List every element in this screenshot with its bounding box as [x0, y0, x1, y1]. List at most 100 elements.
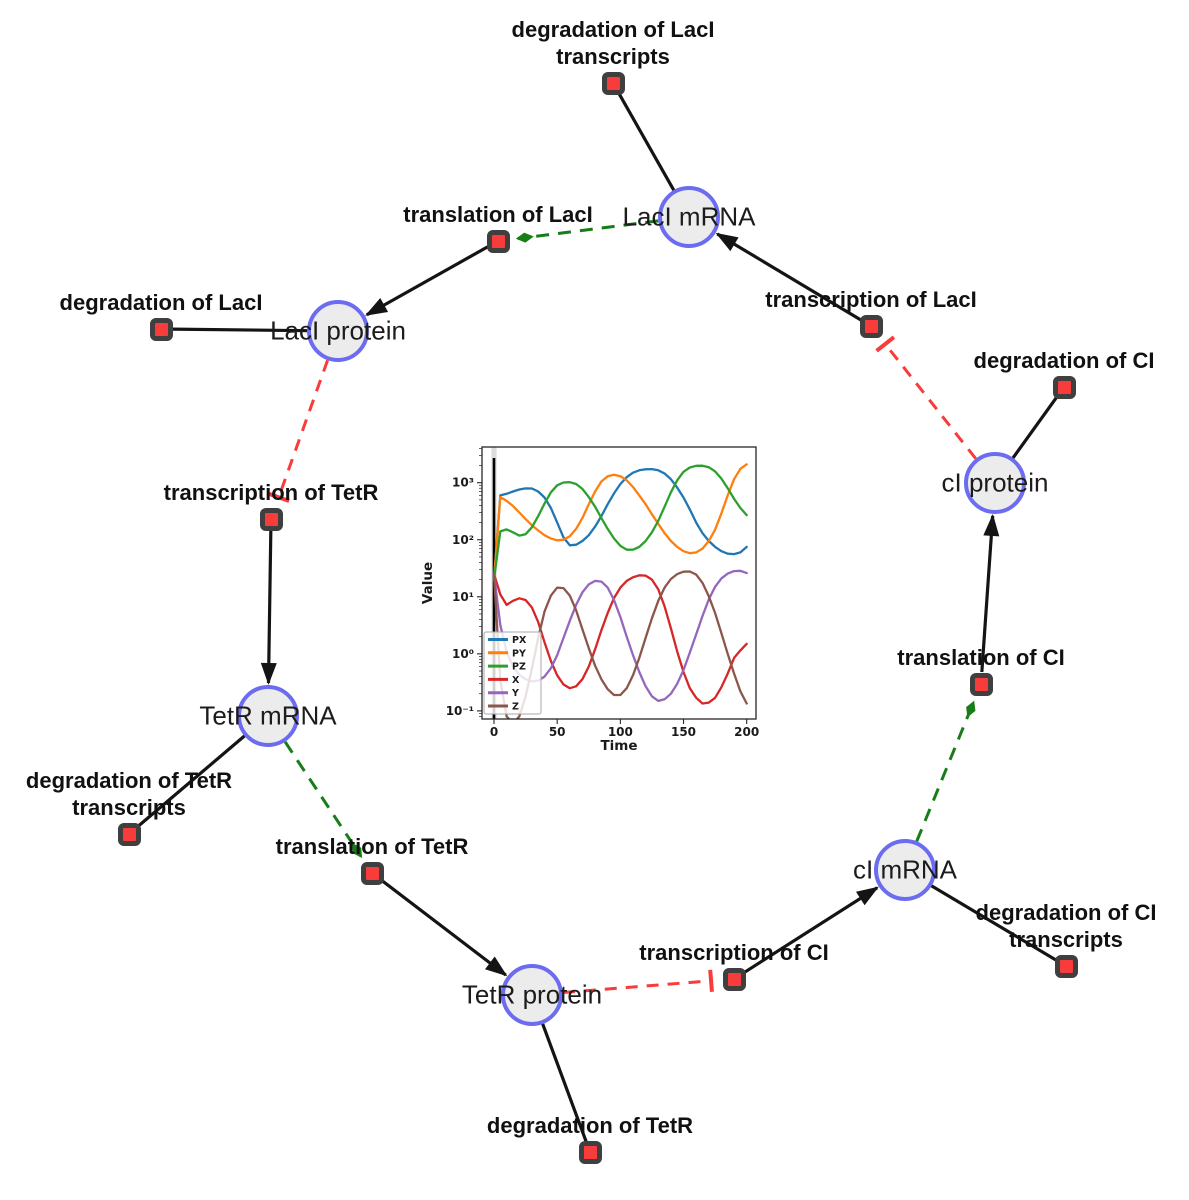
edge-modifier-tetR_mRNA-to-transl_tetR — [283, 741, 363, 858]
legend-label-PZ: PZ — [512, 662, 526, 673]
species-label-lacI_mRNA: LacI mRNA — [622, 201, 756, 232]
x-tick-label: 0 — [490, 725, 498, 739]
reaction-label-deg_cI: degradation of CI — [974, 347, 1155, 374]
reaction-label-line: translation of CI — [897, 645, 1065, 670]
reaction-label-line: degradation of LacI — [511, 17, 715, 42]
species-cI_protein[interactable] — [964, 452, 1026, 514]
reaction-label-deg_tetR_tr: degradation of TetR transcripts — [26, 767, 232, 821]
edge-inhibition-tetR_protein-to-transc_cI — [562, 969, 714, 995]
reaction-label-line: transcripts — [72, 795, 186, 820]
edge-product-transl_tetR-to-tetR_protein — [380, 879, 508, 977]
legend-label-X: X — [512, 675, 520, 686]
reaction-label-line: degradation of LacI — [59, 290, 263, 315]
y-tick-label: 10⁰ — [452, 647, 474, 661]
x-tick-label: 200 — [734, 725, 759, 739]
reaction-deg_tetR[interactable] — [578, 1140, 602, 1164]
series-line-X — [492, 572, 748, 705]
reaction-label-transc_tetR: transcription of TetR — [164, 479, 379, 506]
reaction-label-line: transcripts — [1009, 927, 1123, 952]
x-tick-label: 100 — [608, 725, 633, 739]
reaction-label-line: degradation of CI — [975, 900, 1157, 925]
legend-label-PX: PX — [512, 635, 527, 646]
reaction-label-deg_lacI_tr: degradation of LacI transcripts — [512, 16, 715, 70]
reaction-deg_lacI[interactable] — [149, 317, 173, 341]
reaction-deg_lacI_tr[interactable] — [601, 71, 625, 95]
edge-modifier-cI_mRNA-to-transl_cI — [915, 700, 976, 842]
y-axis: 10³ 10² 10¹ 10⁰ 10⁻¹ — [446, 448, 482, 718]
reaction-transl_lacI[interactable] — [486, 229, 510, 253]
reaction-label-transl_lacI: translation of LacI — [403, 201, 592, 228]
species-lacI_mRNA[interactable] — [658, 186, 720, 248]
reaction-label-transc_cI: transcription of CI — [639, 939, 828, 966]
species-cI_mRNA[interactable] — [874, 839, 936, 901]
series-line-PY — [492, 463, 748, 581]
reaction-label-line: transcripts — [556, 44, 670, 69]
reaction-label-line: transcription of LacI — [765, 287, 977, 312]
edge-product-transl_lacI-to-lacI_protein — [365, 245, 489, 317]
reaction-deg_cI[interactable] — [1052, 375, 1076, 399]
plot-frame — [481, 446, 757, 720]
species-label-tetR_mRNA: TetR mRNA — [199, 700, 337, 731]
y-tick-label: 10³ — [452, 476, 474, 490]
legend-label-Z: Z — [512, 702, 519, 713]
species-label-tetR_protein: TetR protein — [461, 979, 603, 1010]
edge-product-transc_lacI-to-lacI_mRNA — [715, 232, 862, 322]
reaction-label-transc_lacI: transcription of LacI — [765, 286, 976, 313]
edge-reactant-lacI_protein-to-deg_lacI — [171, 327, 310, 333]
reaction-label-line: transcription of TetR — [163, 480, 379, 505]
reaction-label-deg_tetR: degradation of TetR — [487, 1112, 693, 1139]
edge-inhibition-lacI_protein-to-transc_tetR — [267, 359, 330, 503]
reaction-label-line: transcription of CI — [639, 940, 829, 965]
species-tetR_mRNA[interactable] — [237, 685, 299, 747]
legend-label-Y: Y — [511, 688, 519, 699]
reaction-label-deg_lacI: degradation of LacI — [60, 289, 263, 316]
reaction-transc_cI[interactable] — [722, 967, 746, 991]
legend-label-PY: PY — [512, 648, 526, 659]
edge-reactant-cI_protein-to-deg_cI — [1010, 394, 1059, 461]
edge-inhibition-cI_protein-to-transc_lacI — [875, 335, 977, 460]
reaction-transc_tetR[interactable] — [259, 507, 283, 531]
x-axis-label: Time — [600, 738, 637, 754]
edge-reactant-tetR_mRNA-to-deg_tetR_tr — [136, 733, 247, 829]
edge-reactant-cI_mRNA-to-deg_cI_tr — [929, 883, 1058, 962]
x-tick-label: 50 — [549, 725, 566, 739]
species-label-cI_mRNA: cI mRNA — [853, 854, 957, 885]
reaction-label-line: translation of LacI — [403, 202, 593, 227]
reaction-transl_tetR[interactable] — [360, 861, 384, 885]
time-series-chart: 0 50 100 150 20010³10²10¹10⁰10⁻¹TimeValuePXP… — [420, 446, 759, 754]
edge-reactant-tetR_protein-to-deg_tetR — [540, 1021, 588, 1143]
chart-legend: PX PY PZ XYZ — [483, 631, 542, 715]
species-tetR_protein[interactable] — [501, 964, 563, 1026]
reaction-label-line: degradation of TetR — [486, 1113, 694, 1138]
y-tick-label: 10² — [452, 533, 474, 547]
reaction-label-line: degradation of CI — [973, 348, 1155, 373]
y-tick-label: 10¹ — [452, 590, 474, 604]
reaction-deg_tetR_tr[interactable] — [117, 822, 141, 846]
x-axis: 0 50 100 150 200 — [490, 719, 759, 739]
reaction-label-transl_tetR: translation of TetR — [276, 833, 469, 860]
reaction-label-line: translation of TetR — [275, 834, 469, 859]
edge-product-transc_tetR-to-tetR_mRNA — [260, 530, 277, 686]
edge-modifier-lacI_mRNA-to-transl_lacI — [515, 219, 659, 243]
edge-product-transc_cI-to-cI_mRNA — [743, 886, 879, 974]
reaction-label-line: degradation of TetR — [25, 768, 233, 793]
y-axis-label: Value — [420, 562, 436, 604]
time-series-plot: 0 50 100 150 200 10³ 10² 10¹ 10⁰ 10⁻¹ Time Value PX P… — [418, 438, 773, 763]
species-lacI_protein[interactable] — [307, 300, 369, 362]
reaction-transc_lacI[interactable] — [859, 314, 883, 338]
species-label-cI_protein: cI protein — [941, 467, 1049, 498]
edge-product-transl_cI-to-cI_protein — [980, 513, 1000, 673]
x-tick-label: 150 — [671, 725, 696, 739]
reaction-label-deg_cI_tr: degradation of CI transcripts — [976, 899, 1157, 953]
reaction-label-transl_cI: translation of CI — [897, 644, 1064, 671]
series-line-PZ — [492, 464, 748, 581]
species-label-lacI_protein: LacI protein — [270, 315, 406, 346]
reaction-deg_cI_tr[interactable] — [1054, 954, 1078, 978]
y-tick-label: 10⁻¹ — [446, 704, 474, 718]
edge-reactant-lacI_mRNA-to-deg_lacI_tr — [617, 91, 677, 193]
reaction-transl_cI[interactable] — [969, 672, 993, 696]
series-line-PX — [492, 467, 748, 581]
